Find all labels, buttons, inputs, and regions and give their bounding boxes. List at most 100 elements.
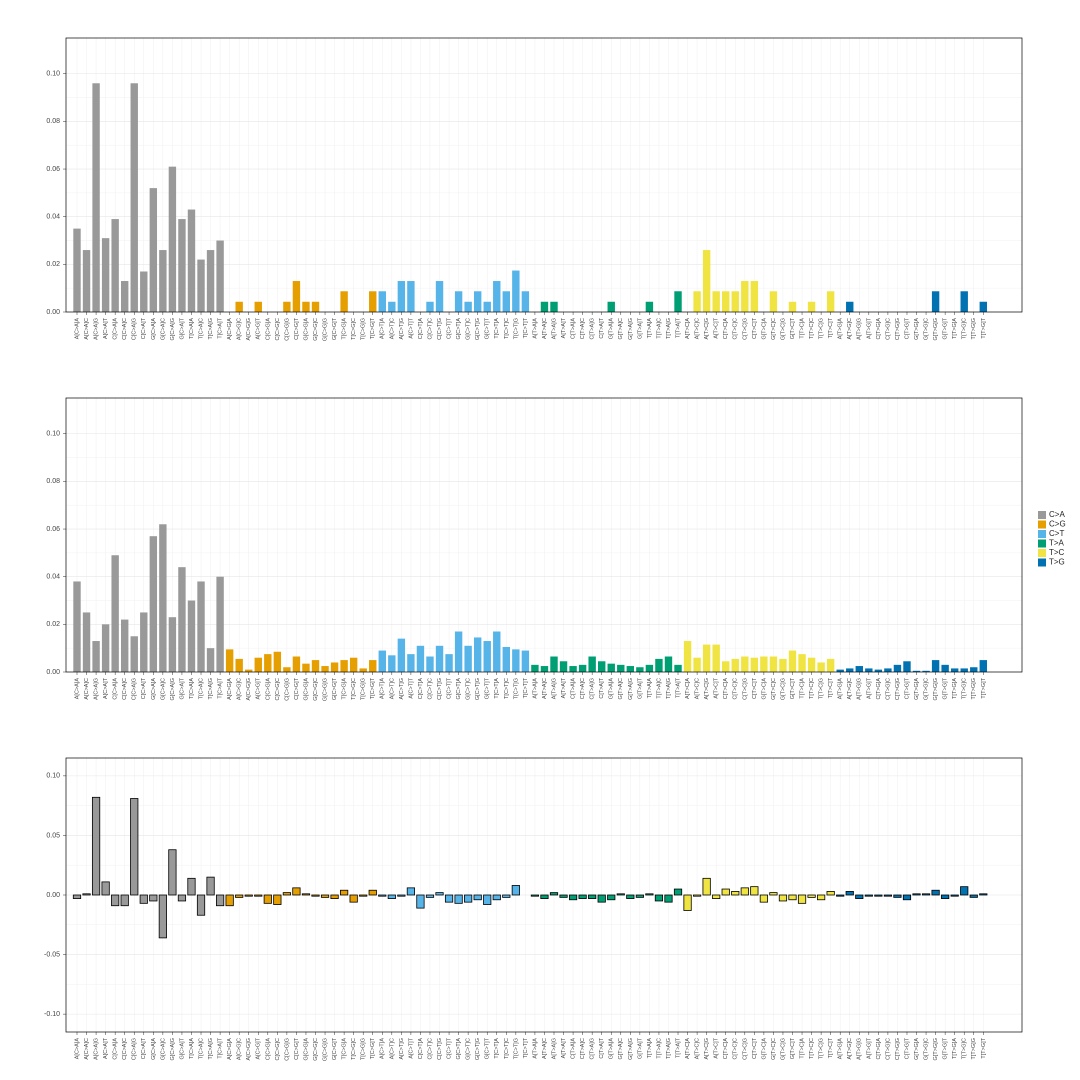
bar bbox=[187, 877, 196, 896]
x-tick-label: C[C>T]T bbox=[447, 1037, 453, 1059]
bar bbox=[464, 301, 472, 312]
x-tick-label: G[C>T]T bbox=[485, 677, 491, 699]
x-tick-label: C[C>G]C bbox=[275, 318, 281, 340]
x-tick-label: A[T>A]T bbox=[561, 1037, 567, 1058]
x-tick-label: A[C>T]C bbox=[389, 678, 395, 699]
bar bbox=[921, 893, 931, 896]
bar bbox=[235, 658, 243, 672]
x-tick-label: T[T>C]T bbox=[828, 1037, 834, 1058]
bar bbox=[645, 301, 654, 312]
x-tick-label: T[C>T]G bbox=[513, 678, 519, 699]
x-tick-label: T[T>G]A bbox=[952, 1038, 958, 1059]
x-tick-label: G[C>A]G bbox=[170, 678, 176, 700]
x-tick-label: A[T>C]T bbox=[714, 677, 720, 698]
bar bbox=[931, 889, 940, 896]
bar bbox=[378, 650, 386, 672]
bar bbox=[311, 660, 320, 672]
x-tick-label: G[C>G]G bbox=[322, 318, 328, 341]
x-tick-label: C[C>A]T bbox=[141, 1037, 147, 1059]
bar bbox=[493, 281, 501, 312]
bar bbox=[283, 301, 291, 312]
x-tick-label: C[T>C]C bbox=[733, 318, 739, 340]
x-tick-label: A[C>T]A bbox=[380, 318, 386, 339]
bar bbox=[969, 894, 978, 898]
x-tick-label: A[C>A]A bbox=[74, 1038, 80, 1060]
bar bbox=[111, 894, 120, 907]
bar bbox=[101, 624, 110, 672]
bar bbox=[864, 894, 873, 897]
bar bbox=[416, 645, 425, 672]
bar bbox=[130, 83, 138, 312]
x-tick-label: G[C>A]T bbox=[179, 677, 185, 699]
bar bbox=[521, 291, 530, 312]
bar bbox=[769, 656, 778, 672]
bar bbox=[693, 894, 702, 897]
x-tick-label: T[T>C]T bbox=[828, 677, 834, 698]
bar bbox=[359, 668, 367, 672]
x-tick-label: T[C>T]T bbox=[523, 1037, 529, 1058]
bar bbox=[912, 670, 921, 672]
y-tick-label: 0.00 bbox=[46, 669, 60, 676]
x-tick-label: T[T>A]T bbox=[675, 317, 681, 338]
x-tick-label: G[C>A]A bbox=[151, 678, 157, 700]
x-tick-label: G[T>G]G bbox=[933, 318, 939, 340]
x-tick-label: T[C>G]T bbox=[370, 1037, 376, 1059]
bar bbox=[159, 250, 167, 312]
plot-background bbox=[66, 398, 1022, 672]
x-tick-label: T[C>T]A bbox=[494, 318, 500, 339]
x-tick-label: A[T>G]G bbox=[857, 678, 863, 700]
x-tick-label: T[C>A]A bbox=[189, 1038, 195, 1059]
bar bbox=[473, 291, 482, 312]
x-tick-label: A[T>C]C bbox=[695, 318, 701, 339]
bar bbox=[149, 894, 158, 902]
x-tick-label: A[C>G]C bbox=[237, 678, 243, 700]
x-tick-label: G[T>C]T bbox=[790, 677, 796, 699]
plot-border bbox=[65, 397, 1023, 673]
bar bbox=[178, 567, 186, 672]
bar bbox=[397, 894, 406, 897]
x-tick-label: A[T>C]C bbox=[695, 1038, 701, 1059]
x-tick-label: T[C>A]G bbox=[208, 678, 214, 700]
bar bbox=[273, 894, 282, 905]
bar bbox=[741, 656, 749, 672]
bar bbox=[550, 656, 558, 672]
bar bbox=[140, 271, 148, 312]
bar bbox=[826, 891, 835, 896]
bar bbox=[855, 666, 863, 672]
x-tick-label: A[C>T]G bbox=[399, 1038, 405, 1060]
bar bbox=[388, 301, 396, 312]
bar bbox=[922, 670, 930, 672]
x-tick-label: C[C>A]G bbox=[132, 1038, 138, 1060]
bar bbox=[607, 663, 615, 672]
y-tick-label: 0.02 bbox=[46, 261, 60, 268]
x-tick-label: G[T>C]A bbox=[761, 1038, 767, 1060]
bar bbox=[197, 259, 205, 312]
plot-background bbox=[66, 38, 1022, 312]
x-tick-label: A[T>G]A bbox=[838, 1038, 844, 1060]
bar bbox=[874, 669, 883, 672]
x-tick-label: A[C>G]T bbox=[256, 317, 262, 339]
x-tick-label: C[C>A]T bbox=[141, 317, 147, 339]
x-tick-label: T[T>C]A bbox=[799, 1038, 805, 1059]
bar bbox=[693, 657, 701, 672]
bar bbox=[836, 669, 844, 672]
x-tick-label: T[C>G]C bbox=[351, 678, 357, 700]
x-tick-label: T[T>G]C bbox=[962, 678, 968, 699]
x-tick-label: A[C>A]T bbox=[103, 317, 109, 339]
x-tick-label: A[C>T]G bbox=[399, 678, 405, 700]
x-tick-label: G[T>C]G bbox=[780, 318, 786, 340]
bar bbox=[550, 301, 558, 312]
x-tick-label: T[T>C]C bbox=[809, 678, 815, 699]
bar bbox=[273, 651, 282, 672]
x-tick-label: G[C>G]A bbox=[303, 678, 309, 701]
x-tick-label: C[T>A]T bbox=[599, 677, 605, 698]
x-tick-label: G[T>C]C bbox=[771, 318, 777, 340]
x-tick-label: T[T>G]A bbox=[952, 678, 958, 699]
x-tick-label: T[T>G]T bbox=[981, 677, 987, 698]
bar bbox=[130, 798, 139, 896]
bar bbox=[225, 649, 234, 672]
bar bbox=[502, 291, 510, 312]
x-tick-label: A[C>A]C bbox=[84, 678, 90, 700]
x-tick-label: A[C>T]T bbox=[408, 317, 414, 338]
